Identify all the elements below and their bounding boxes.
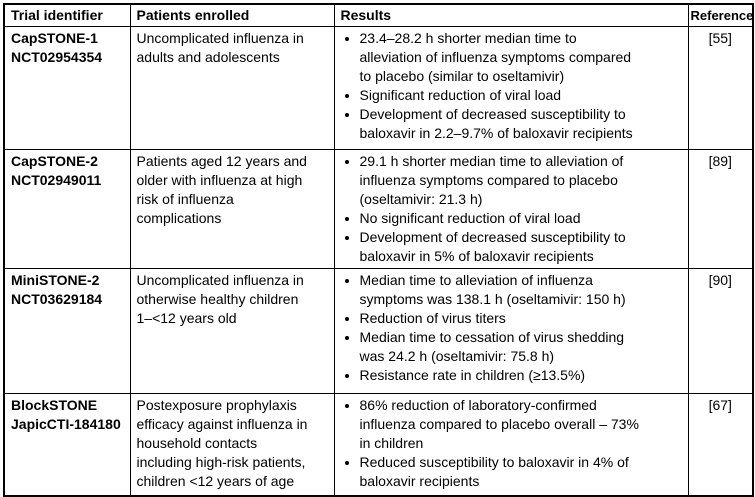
results-list: 29.1 h shorter median time to alleviatio… — [341, 152, 682, 266]
result-item: Reduction of virus titers — [360, 309, 682, 328]
trial-identifier-cell: BlockSTONE JapicCTI-184180 — [3, 393, 131, 497]
results-cell: 23.4–28.2 h shorter median time to allev… — [333, 26, 689, 150]
results-cell: 29.1 h shorter median time to alleviatio… — [333, 149, 689, 269]
result-item: Reduced susceptibility to baloxavir in 4… — [360, 453, 682, 491]
reference-cell: [90] — [687, 268, 754, 394]
patients-enrolled-cell: Postexposure prophylaxis efficacy agains… — [129, 393, 335, 497]
header-trial-identifier: Trial identifier — [3, 3, 131, 27]
patients-enrolled-cell: Uncomplicated influenza in adults and ad… — [129, 26, 335, 150]
result-item: Significant reduction of viral load — [360, 86, 682, 105]
result-item: Resistance rate in children (≥13.5%) — [360, 366, 682, 385]
header-patients-enrolled: Patients enrolled — [129, 3, 335, 27]
header-reference: Reference — [687, 3, 754, 27]
result-item: Median time to alleviation of influenza … — [360, 271, 682, 309]
clinical-trials-table: Trial identifier Patients enrolled Resul… — [3, 3, 754, 497]
table-header-row: Trial identifier Patients enrolled Resul… — [3, 3, 754, 27]
trial-registry-id: NCT02954354 — [11, 49, 103, 65]
patients-enrolled-cell: Patients aged 12 years and older with in… — [129, 149, 335, 269]
reference-cell: [55] — [687, 26, 754, 150]
results-cell: 86% reduction of laboratory-confirmed in… — [333, 393, 689, 497]
reference-cell: [67] — [687, 393, 754, 497]
trial-registry-id: NCT02949011 — [11, 172, 102, 188]
table-row: CapSTONE-2 NCT02949011 Patients aged 12 … — [3, 149, 754, 269]
result-item: Median time to cessation of virus sheddi… — [360, 328, 682, 366]
trial-registry-id: JapicCTI-184180 — [11, 416, 121, 432]
trial-name: CapSTONE-2 — [11, 153, 98, 169]
results-list: 23.4–28.2 h shorter median time to allev… — [341, 29, 682, 143]
result-item: 23.4–28.2 h shorter median time to allev… — [360, 29, 682, 86]
header-results: Results — [333, 3, 689, 27]
result-item: Development of decreased susceptibility … — [360, 105, 682, 143]
result-item: No significant reduction of viral load — [360, 209, 682, 228]
trial-identifier-cell: CapSTONE-2 NCT02949011 — [3, 149, 131, 269]
result-item: 86% reduction of laboratory-confirmed in… — [360, 396, 682, 453]
patients-enrolled-cell: Uncomplicated influenza in otherwise hea… — [129, 268, 335, 394]
reference-cell: [89] — [687, 149, 754, 269]
results-cell: Median time to alleviation of influenza … — [333, 268, 689, 394]
table-row: BlockSTONE JapicCTI-184180 Postexposure … — [3, 393, 754, 497]
results-list: Median time to alleviation of influenza … — [341, 271, 682, 385]
table-row: MiniSTONE-2 NCT03629184 Uncomplicated in… — [3, 268, 754, 394]
trial-name: MiniSTONE-2 — [11, 272, 100, 288]
result-item: 29.1 h shorter median time to alleviatio… — [360, 152, 682, 209]
trial-name: CapSTONE-1 — [11, 30, 98, 46]
trial-identifier-cell: MiniSTONE-2 NCT03629184 — [3, 268, 131, 394]
table-row: CapSTONE-1 NCT02954354 Uncomplicated inf… — [3, 26, 754, 150]
trial-registry-id: NCT03629184 — [11, 291, 103, 307]
trial-identifier-cell: CapSTONE-1 NCT02954354 — [3, 26, 131, 150]
trial-name: BlockSTONE — [11, 397, 98, 413]
results-list: 86% reduction of laboratory-confirmed in… — [341, 396, 682, 491]
result-item: Development of decreased susceptibility … — [360, 228, 682, 266]
